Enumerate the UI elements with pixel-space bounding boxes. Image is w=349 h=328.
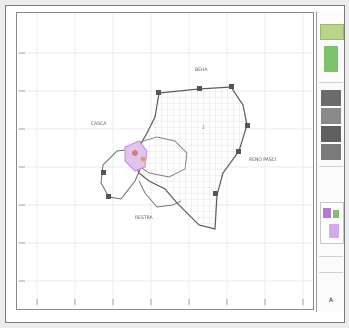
vertex-marker[interactable] xyxy=(197,86,202,91)
axis-ticks xyxy=(19,52,304,305)
thumbnail-2 xyxy=(321,108,341,124)
vertex-markers xyxy=(101,84,250,199)
vertex-marker[interactable] xyxy=(156,90,161,95)
highlight-marker-orange[interactable] xyxy=(140,156,146,162)
label-west: CASCA xyxy=(91,121,107,127)
thumbnail-1 xyxy=(321,90,341,106)
vertex-marker[interactable] xyxy=(106,194,111,199)
vertex-marker[interactable] xyxy=(245,123,250,128)
legend-swatch-purple-2 xyxy=(329,224,339,238)
title-block: A xyxy=(316,12,344,312)
highlight-marker-red[interactable] xyxy=(132,150,138,156)
thumbnail-4 xyxy=(321,144,341,160)
accent-bar-green xyxy=(324,46,338,72)
vertex-marker[interactable] xyxy=(236,149,241,154)
legend-swatch-green xyxy=(333,210,339,218)
label-east: RENO PASCI xyxy=(249,157,276,163)
info-row xyxy=(319,166,343,167)
left-annex[interactable] xyxy=(100,148,144,200)
grid-lines xyxy=(17,13,313,309)
logo-block xyxy=(320,24,344,40)
lower-loop[interactable] xyxy=(138,180,182,208)
highlight-zone[interactable] xyxy=(124,140,148,172)
label-center: Σ xyxy=(202,125,205,131)
legend-swatch-purple xyxy=(323,208,331,218)
label-north: BEHA xyxy=(195,67,208,73)
vertex-marker[interactable] xyxy=(213,191,218,196)
title-row xyxy=(319,82,343,83)
label-south: RESTRA xyxy=(135,215,154,221)
thumbnail-3 xyxy=(321,126,341,142)
vertex-marker[interactable] xyxy=(229,84,234,89)
notes-row xyxy=(319,256,343,257)
stamp-text: A xyxy=(328,297,334,304)
drawing-frame: BEHA CASCA Σ RENO PASCI RESTRA xyxy=(16,12,314,310)
vertex-marker[interactable] xyxy=(101,170,106,175)
site-plan-canvas[interactable]: BEHA CASCA Σ RENO PASCI RESTRA xyxy=(17,13,313,309)
parcel-boundary[interactable] xyxy=(132,86,248,230)
revision-row xyxy=(319,272,343,273)
